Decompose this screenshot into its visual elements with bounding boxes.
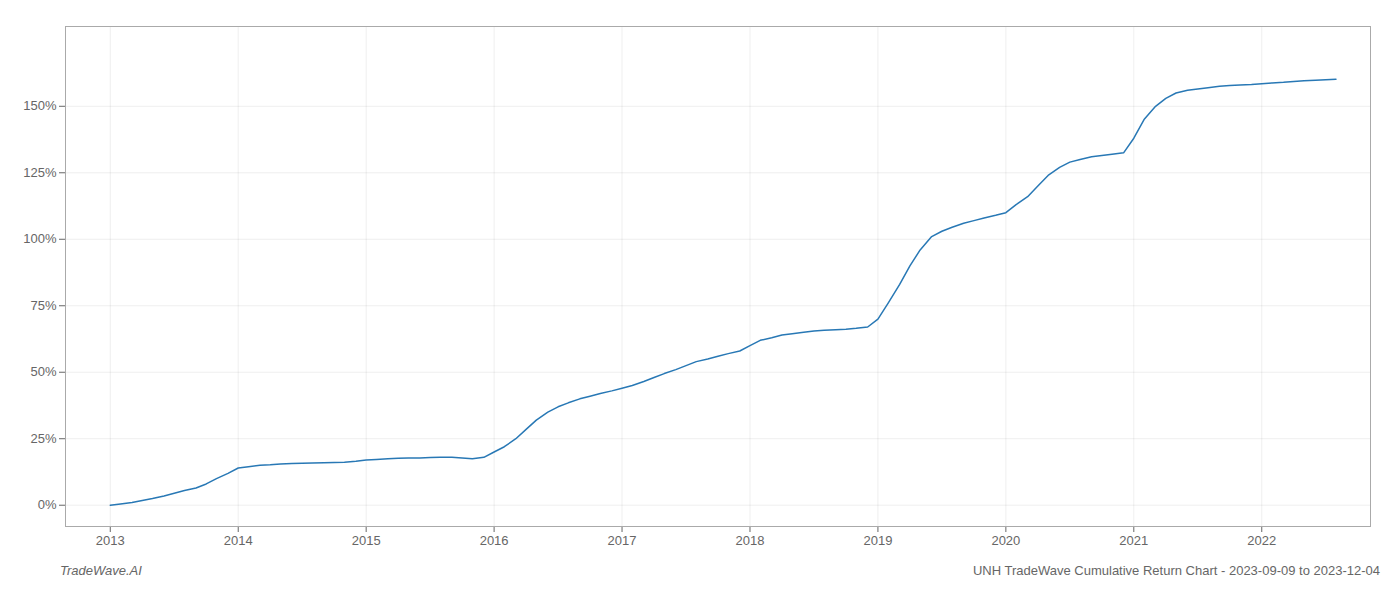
svg-text:2019: 2019 xyxy=(863,533,892,548)
svg-text:2017: 2017 xyxy=(608,533,637,548)
svg-text:0%: 0% xyxy=(38,497,57,512)
svg-text:100%: 100% xyxy=(23,231,57,246)
svg-text:2014: 2014 xyxy=(224,533,253,548)
svg-text:50%: 50% xyxy=(30,364,56,379)
svg-text:150%: 150% xyxy=(23,98,57,113)
svg-text:2013: 2013 xyxy=(96,533,125,548)
svg-text:125%: 125% xyxy=(23,165,57,180)
svg-text:2022: 2022 xyxy=(1247,533,1276,548)
svg-text:2015: 2015 xyxy=(352,533,381,548)
html-text:UNH TradeWave Cumulative Retur: UNH TradeWave Cumulative Return Chart - … xyxy=(972,563,1380,578)
svg-text:2020: 2020 xyxy=(991,533,1020,548)
svg-text:2016: 2016 xyxy=(480,533,509,548)
svg-text:25%: 25% xyxy=(30,431,56,446)
svg-text:2021: 2021 xyxy=(1119,533,1148,548)
svg-text:2018: 2018 xyxy=(736,533,765,548)
html-text:TradeWave.AI: TradeWave.AI xyxy=(60,563,142,578)
svg-text:75%: 75% xyxy=(30,298,56,313)
